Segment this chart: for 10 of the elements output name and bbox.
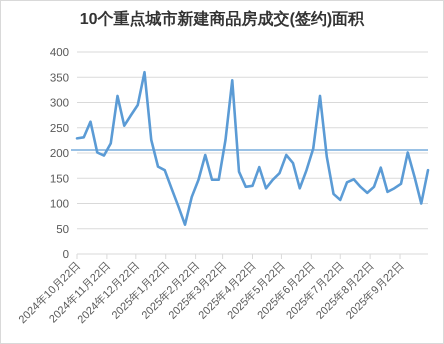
y-tick-label: 350 <box>50 72 69 84</box>
y-tick-label: 250 <box>50 122 69 135</box>
y-tick-label: 50 <box>56 224 69 236</box>
y-tick-label: 300 <box>50 98 69 110</box>
y-tick-label: 150 <box>50 173 69 186</box>
y-tick-label: 100 <box>50 198 69 210</box>
y-tick-label: 0 <box>62 249 69 261</box>
y-tick-label: 200 <box>50 148 69 160</box>
y-tick-label: 400 <box>50 47 69 59</box>
chart-title: 10个重点城市新建商品房成交(签约)面积 <box>80 9 366 28</box>
